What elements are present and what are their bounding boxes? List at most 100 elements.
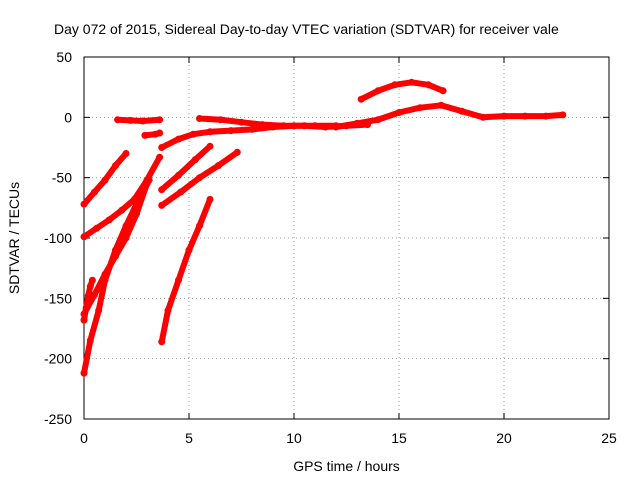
y-tick-label: -250 [44, 411, 72, 427]
data-point [175, 171, 182, 179]
data-point [139, 117, 147, 125]
series-line [333, 102, 566, 130]
data-point [280, 122, 287, 130]
data-point [101, 276, 109, 284]
data-point [374, 116, 382, 124]
data-point [217, 116, 224, 124]
data-point [86, 282, 94, 290]
data-point [439, 87, 447, 95]
x-tick-label: 5 [185, 430, 193, 446]
data-point [191, 156, 199, 164]
data-point [80, 310, 88, 318]
x-axis-label: GPS time / hours [293, 458, 400, 474]
data-point [500, 112, 508, 120]
data-point [185, 246, 193, 254]
data-point [156, 116, 164, 124]
data-point [156, 153, 164, 161]
y-tick-label: 0 [64, 109, 72, 125]
x-tick-label: 10 [286, 430, 302, 446]
data-point [214, 162, 222, 170]
data-point [122, 150, 130, 157]
data-point [357, 95, 365, 103]
x-tick-label: 15 [391, 430, 407, 446]
series-12 [158, 195, 214, 346]
x-tick-label: 0 [80, 430, 88, 446]
data-point [141, 131, 149, 139]
data-point [248, 125, 256, 133]
data-point [391, 81, 399, 89]
data-point [175, 276, 182, 284]
data-point [408, 78, 416, 86]
series-5 [80, 176, 153, 377]
data-point [88, 276, 96, 284]
data-series [80, 78, 567, 377]
y-tick-label: 50 [56, 49, 72, 65]
axis-ticks: 0 5 10 15 20 25 -250 -200 -150 -100 -50 0 50 [44, 49, 617, 446]
data-point [177, 188, 185, 196]
data-point [416, 104, 424, 112]
data-point [91, 291, 98, 299]
data-point [158, 338, 166, 346]
data-point [86, 337, 94, 345]
data-point [206, 142, 214, 150]
series-6 [114, 116, 164, 125]
data-point [521, 112, 529, 120]
y-tick-label: -150 [44, 290, 72, 306]
data-point [196, 222, 203, 230]
data-point [145, 176, 153, 184]
data-point [122, 222, 130, 230]
data-point [158, 186, 166, 194]
data-point [395, 109, 403, 116]
series-line [81, 177, 153, 377]
data-point [80, 369, 88, 377]
data-point [206, 128, 214, 136]
series-line [158, 143, 213, 193]
data-point [112, 246, 119, 254]
data-point [542, 112, 550, 120]
data-point [105, 216, 113, 224]
data-point [479, 113, 487, 121]
data-point [126, 116, 134, 124]
chart-title: Day 072 of 2015, Sidereal Day-to-day VTE… [54, 21, 559, 37]
data-point [353, 119, 361, 127]
data-point [80, 233, 88, 241]
data-point [196, 174, 203, 182]
data-point [458, 107, 466, 115]
data-point [301, 122, 308, 130]
data-point [559, 111, 567, 119]
data-point [227, 127, 235, 135]
series-11 [158, 148, 241, 209]
data-point [322, 123, 329, 131]
data-point [437, 101, 445, 109]
data-point [80, 316, 88, 324]
data-point [101, 176, 109, 184]
x-tick-label: 20 [496, 430, 512, 446]
data-point [114, 116, 122, 124]
series-13 [332, 101, 567, 131]
grid [84, 57, 609, 419]
data-point [233, 148, 241, 156]
series-line [114, 116, 163, 124]
y-tick-label: -50 [52, 170, 72, 186]
y-tick-label: -200 [44, 351, 72, 367]
data-point [112, 162, 119, 170]
data-point [91, 188, 98, 196]
plot-frame [83, 56, 610, 420]
data-point [118, 206, 126, 214]
data-point [206, 195, 214, 203]
series-1 [80, 150, 130, 208]
y-axis-label: SDTVAR / TECUs [6, 182, 22, 294]
data-point [156, 129, 164, 137]
data-point [332, 123, 340, 131]
data-point [259, 121, 266, 129]
data-point [95, 306, 103, 314]
data-point [80, 200, 88, 208]
data-point [93, 224, 101, 232]
data-point [374, 87, 382, 95]
y-tick-label: -100 [44, 230, 72, 246]
series-7 [141, 129, 164, 139]
data-point [189, 130, 197, 138]
x-tick-label: 25 [601, 430, 617, 446]
data-point [238, 118, 245, 126]
